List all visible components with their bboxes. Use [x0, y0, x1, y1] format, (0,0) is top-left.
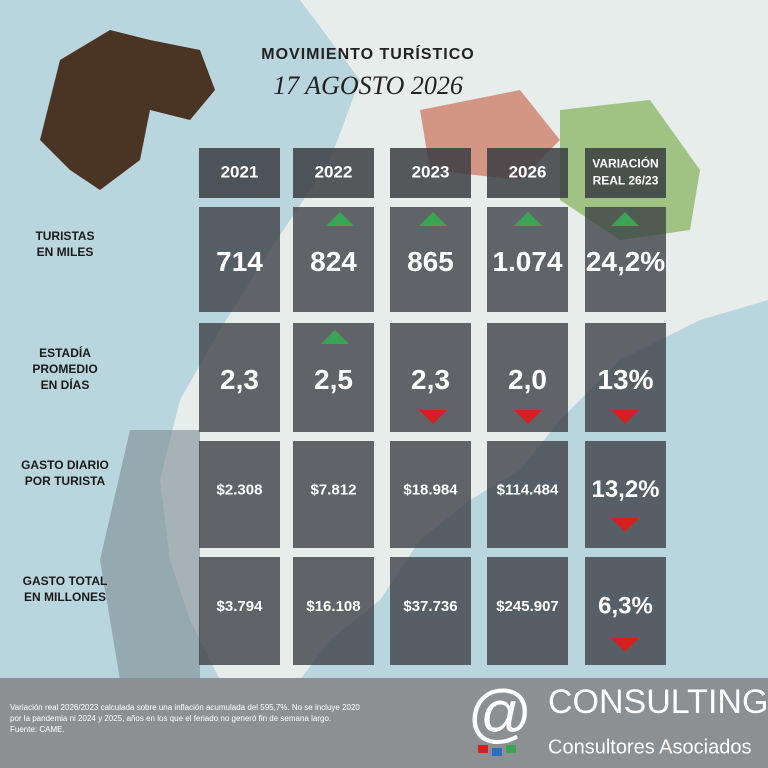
header-cell	[293, 148, 374, 198]
column-header: VARIACIÓN	[592, 156, 658, 171]
column-header: 2022	[315, 162, 353, 181]
down-arrow	[611, 638, 639, 652]
statue-icon	[40, 30, 215, 190]
cell-value: 13,2%	[591, 476, 659, 503]
column-header: REAL 26/23	[593, 174, 659, 188]
footnote: por la pandemia ni 2024 y 2025, años en …	[10, 714, 331, 723]
table-cell	[199, 207, 280, 312]
title: MOVIMIENTO TURÍSTICO	[261, 44, 474, 63]
table-cell	[199, 441, 280, 548]
table-cell	[293, 557, 374, 665]
down-arrow	[514, 410, 542, 424]
logo-at: @	[468, 677, 533, 749]
cell-value: $114.484	[497, 481, 559, 498]
cell-value: $37.736	[403, 598, 457, 615]
logo-dot	[506, 745, 516, 753]
cell-value: 2,0	[508, 364, 547, 395]
cell-value: 824	[310, 246, 357, 277]
logo-name: CONSULTING	[548, 683, 768, 721]
header-cell	[390, 148, 471, 198]
logo-dot	[492, 748, 502, 756]
table-cell	[199, 323, 280, 432]
logo-subtitle: Consultores Asociados	[548, 736, 751, 758]
footer-band	[0, 678, 768, 768]
cell-value: 1.074	[492, 246, 562, 277]
up-arrow	[514, 212, 542, 226]
table-cell	[487, 557, 568, 665]
footnote: Fuente: CAME.	[10, 725, 65, 734]
cell-value: $7.812	[311, 481, 357, 498]
date: 17 AGOSTO 2026	[273, 71, 463, 100]
cell-value: $245.907	[496, 598, 559, 615]
cell-value: $2.308	[217, 481, 263, 498]
table-cell	[390, 441, 471, 548]
row-label: EN MILLONES	[24, 590, 106, 604]
up-arrow	[611, 212, 639, 226]
cell-value: 24,2%	[586, 246, 665, 277]
up-arrows	[321, 212, 639, 344]
table-cell	[390, 557, 471, 665]
column-header: 2023	[412, 162, 450, 181]
up-arrow	[419, 212, 447, 226]
row-label: EN MILES	[37, 245, 94, 259]
logo-dot	[478, 745, 488, 753]
header-cell	[199, 148, 280, 198]
table-cell	[293, 441, 374, 548]
down-arrow	[611, 518, 639, 532]
cell-value: $3.794	[217, 598, 264, 615]
cell-value: 2,3	[220, 364, 259, 395]
row-label: GASTO DIARIO	[21, 458, 109, 472]
map-region	[100, 430, 200, 680]
header-cell	[487, 148, 568, 198]
cell-value: 13%	[597, 364, 653, 395]
table: 2021 2022 2023 2026 VARIACIÓN REAL 26/23 TURIS…	[21, 148, 666, 665]
footnote: Variación real 2026/2023 calculada sobre…	[10, 703, 360, 712]
column-header: 2021	[221, 162, 259, 181]
down-arrows	[419, 410, 639, 652]
up-arrow	[321, 330, 349, 344]
header-cell	[585, 148, 666, 198]
row-label: ESTADÍA	[39, 345, 91, 360]
cell-value: 865	[407, 246, 454, 277]
row-label: GASTO TOTAL	[23, 574, 108, 588]
table-cell	[199, 557, 280, 665]
row-label: EN DÍAS	[41, 377, 90, 392]
cell-value: $16.108	[306, 598, 360, 615]
row-label: TURISTAS	[35, 229, 94, 243]
table-cell	[487, 441, 568, 548]
cell-value: 2,3	[411, 364, 450, 395]
cell-value: 6,3%	[598, 592, 653, 619]
column-header: 2026	[509, 162, 547, 181]
cell-value: 714	[216, 246, 263, 277]
cell-value: $18.984	[403, 481, 458, 498]
row-label: POR TURISTA	[25, 474, 106, 488]
up-arrow	[326, 212, 354, 226]
row-label: PROMEDIO	[32, 362, 97, 376]
down-arrow	[419, 410, 447, 424]
down-arrow	[611, 410, 639, 424]
cell-value: 2,5	[314, 364, 353, 395]
